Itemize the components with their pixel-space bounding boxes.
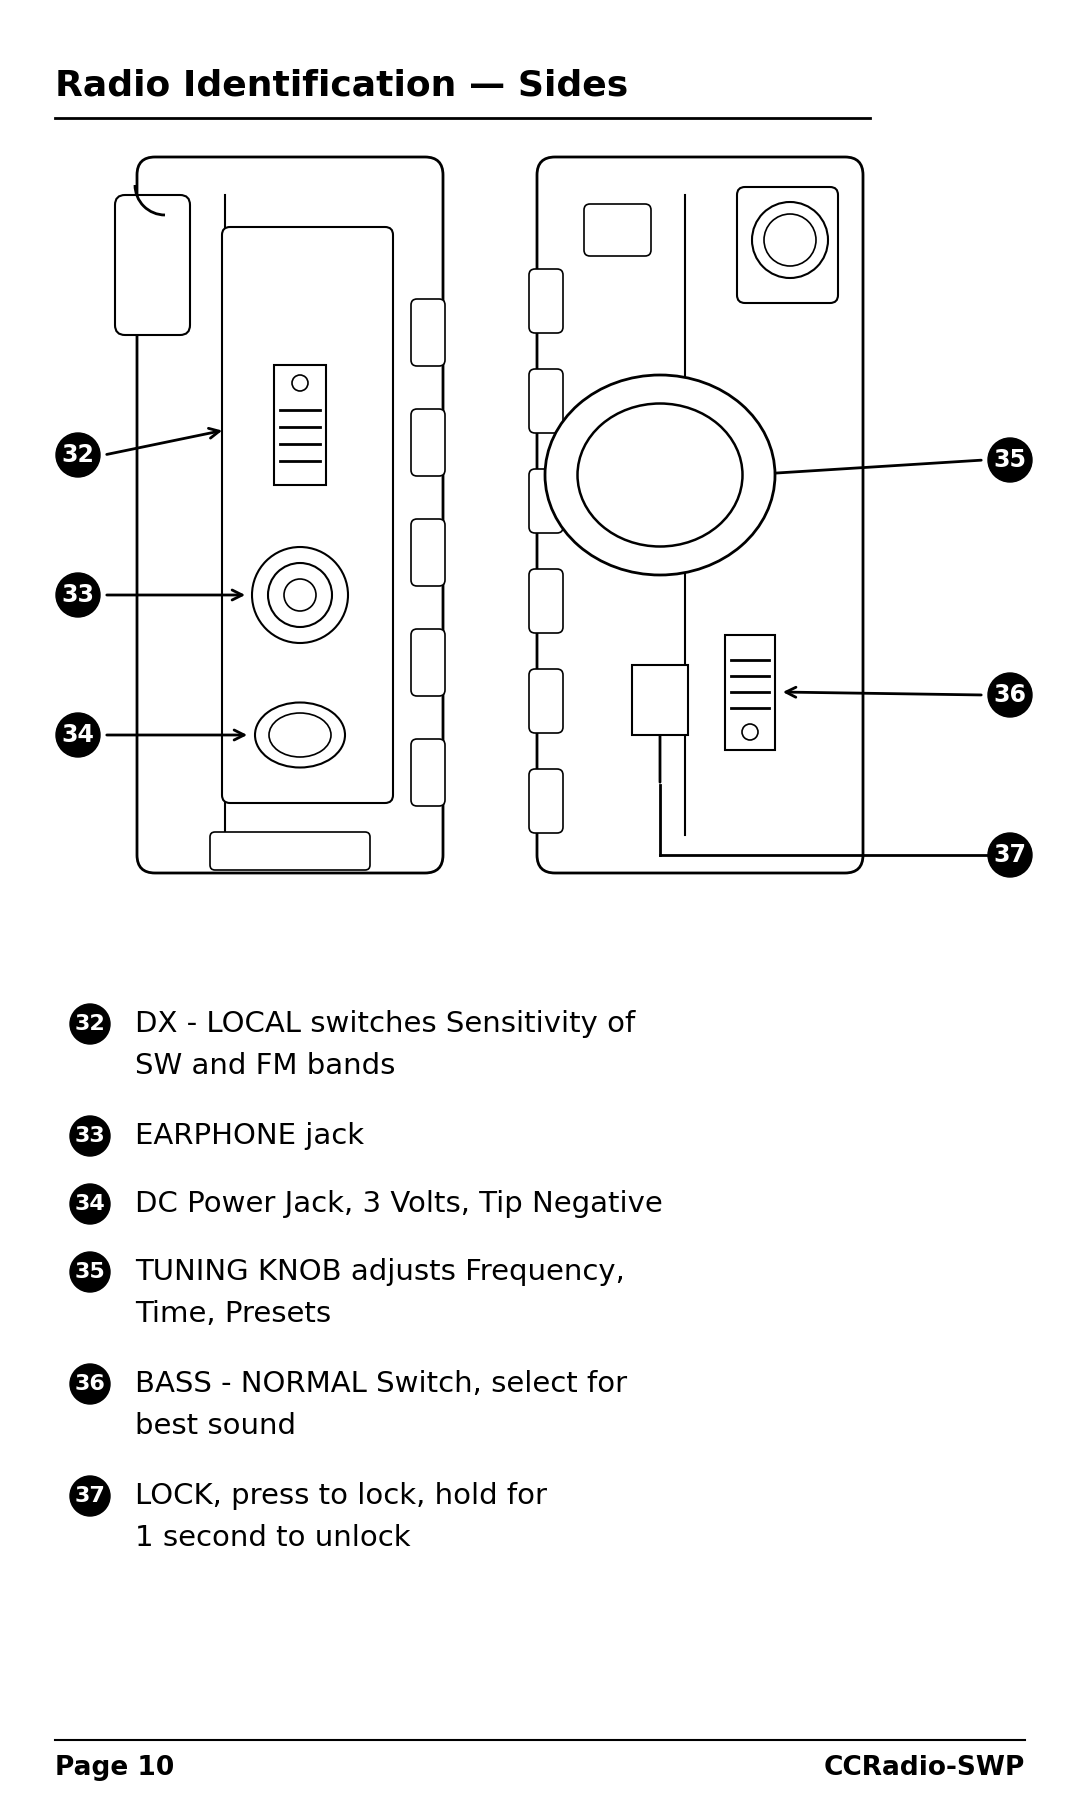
Text: CCRadio-SWP: CCRadio-SWP: [824, 1755, 1025, 1780]
Circle shape: [268, 563, 332, 626]
Text: Radio Identification — Sides: Radio Identification — Sides: [55, 68, 629, 103]
FancyBboxPatch shape: [137, 157, 443, 873]
Circle shape: [742, 724, 758, 740]
Ellipse shape: [545, 374, 775, 574]
FancyBboxPatch shape: [114, 194, 190, 335]
Bar: [632, 664, 688, 734]
FancyBboxPatch shape: [411, 740, 445, 806]
Circle shape: [988, 833, 1032, 877]
FancyBboxPatch shape: [411, 518, 445, 587]
Text: 37: 37: [75, 1487, 106, 1507]
Text: 32: 32: [75, 1013, 106, 1033]
FancyBboxPatch shape: [737, 187, 838, 302]
Ellipse shape: [269, 713, 330, 758]
FancyBboxPatch shape: [222, 227, 393, 803]
FancyBboxPatch shape: [529, 670, 563, 733]
FancyBboxPatch shape: [537, 157, 863, 873]
Circle shape: [70, 1364, 110, 1404]
FancyBboxPatch shape: [411, 299, 445, 365]
Circle shape: [988, 437, 1032, 482]
Circle shape: [56, 572, 100, 617]
Text: 34: 34: [62, 724, 94, 747]
FancyBboxPatch shape: [584, 203, 651, 256]
Circle shape: [284, 580, 316, 610]
Text: 35: 35: [994, 448, 1026, 472]
FancyBboxPatch shape: [411, 628, 445, 697]
FancyBboxPatch shape: [210, 832, 370, 869]
Text: DX - LOCAL switches Sensitivity of: DX - LOCAL switches Sensitivity of: [135, 1010, 635, 1039]
Text: SW and FM bands: SW and FM bands: [135, 1051, 395, 1080]
Circle shape: [70, 1004, 110, 1044]
Circle shape: [764, 214, 816, 266]
Text: 1 second to unlock: 1 second to unlock: [135, 1525, 410, 1552]
Circle shape: [70, 1476, 110, 1516]
Bar: [725, 635, 775, 751]
Circle shape: [988, 673, 1032, 716]
Text: 32: 32: [62, 443, 94, 466]
Circle shape: [292, 374, 308, 391]
Text: 34: 34: [75, 1193, 106, 1213]
Circle shape: [70, 1116, 110, 1156]
Circle shape: [752, 202, 828, 277]
FancyBboxPatch shape: [529, 569, 563, 634]
Text: BASS - NORMAL Switch, select for: BASS - NORMAL Switch, select for: [135, 1370, 627, 1399]
FancyBboxPatch shape: [529, 268, 563, 333]
Bar: [156, 205, 185, 326]
Circle shape: [56, 434, 100, 477]
FancyBboxPatch shape: [411, 409, 445, 475]
Circle shape: [70, 1253, 110, 1292]
Text: 36: 36: [994, 682, 1026, 707]
Text: DC Power Jack, 3 Volts, Tip Negative: DC Power Jack, 3 Volts, Tip Negative: [135, 1190, 663, 1219]
Ellipse shape: [255, 702, 345, 767]
Circle shape: [70, 1184, 110, 1224]
Text: 35: 35: [75, 1262, 106, 1282]
Text: Page 10: Page 10: [55, 1755, 174, 1780]
FancyBboxPatch shape: [529, 769, 563, 833]
Text: best sound: best sound: [135, 1411, 296, 1440]
Text: 33: 33: [62, 583, 95, 607]
Text: TUNING KNOB adjusts Frequency,: TUNING KNOB adjusts Frequency,: [135, 1258, 625, 1285]
FancyBboxPatch shape: [529, 470, 563, 533]
Text: EARPHONE jack: EARPHONE jack: [135, 1121, 364, 1150]
Text: LOCK, press to lock, hold for: LOCK, press to lock, hold for: [135, 1481, 546, 1510]
Ellipse shape: [578, 403, 743, 547]
Circle shape: [56, 713, 100, 758]
Text: 33: 33: [75, 1127, 106, 1147]
Bar: [274, 365, 326, 484]
Text: 36: 36: [75, 1373, 106, 1393]
Text: 37: 37: [994, 842, 1026, 868]
FancyBboxPatch shape: [529, 369, 563, 434]
Circle shape: [252, 547, 348, 643]
Text: Time, Presets: Time, Presets: [135, 1300, 332, 1328]
